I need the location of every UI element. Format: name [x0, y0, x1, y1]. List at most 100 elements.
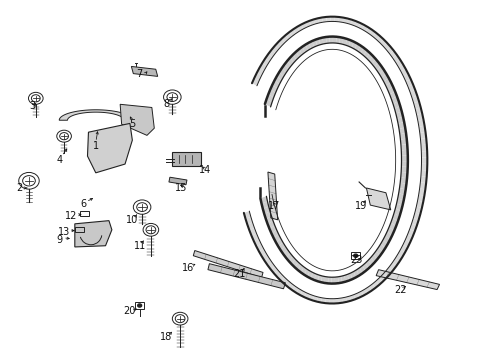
Polygon shape [358, 23, 364, 30]
Polygon shape [337, 276, 341, 283]
Polygon shape [270, 85, 277, 93]
Text: 4: 4 [56, 155, 62, 165]
Polygon shape [396, 198, 403, 206]
Polygon shape [359, 265, 365, 274]
Polygon shape [260, 196, 267, 204]
Polygon shape [313, 18, 318, 24]
Polygon shape [345, 296, 350, 302]
Polygon shape [312, 296, 317, 302]
Polygon shape [390, 218, 397, 226]
Polygon shape [382, 271, 389, 278]
Polygon shape [322, 37, 326, 44]
Polygon shape [354, 21, 359, 27]
Polygon shape [369, 30, 375, 37]
Polygon shape [409, 90, 416, 98]
Polygon shape [400, 69, 407, 77]
Polygon shape [338, 17, 343, 22]
Polygon shape [285, 253, 292, 261]
Text: 3: 3 [29, 101, 35, 111]
Polygon shape [302, 45, 307, 53]
Polygon shape [365, 27, 371, 34]
Polygon shape [304, 269, 309, 277]
Polygon shape [400, 144, 407, 150]
Polygon shape [395, 111, 402, 119]
Polygon shape [417, 194, 424, 202]
Polygon shape [379, 39, 386, 46]
Polygon shape [300, 291, 305, 297]
Polygon shape [346, 18, 351, 24]
Text: 16: 16 [182, 263, 194, 273]
Polygon shape [383, 78, 390, 86]
Polygon shape [322, 17, 326, 22]
Text: 8: 8 [163, 99, 169, 109]
Polygon shape [373, 251, 379, 259]
Polygon shape [407, 229, 414, 237]
Polygon shape [375, 270, 439, 289]
Polygon shape [267, 172, 277, 220]
Text: 21: 21 [233, 269, 245, 279]
Polygon shape [389, 50, 396, 58]
Polygon shape [288, 256, 295, 265]
Polygon shape [399, 133, 406, 140]
Polygon shape [316, 297, 321, 302]
Polygon shape [375, 278, 382, 285]
Polygon shape [264, 258, 271, 266]
Polygon shape [379, 274, 386, 282]
Polygon shape [274, 76, 281, 84]
Polygon shape [334, 277, 338, 284]
Polygon shape [256, 244, 263, 252]
Text: 9: 9 [56, 235, 62, 245]
Text: 22: 22 [393, 284, 406, 294]
Polygon shape [75, 221, 112, 247]
Polygon shape [274, 42, 281, 49]
Polygon shape [273, 234, 280, 242]
FancyBboxPatch shape [172, 152, 200, 166]
Polygon shape [399, 177, 406, 184]
Polygon shape [418, 189, 425, 196]
Polygon shape [325, 37, 329, 43]
Polygon shape [400, 244, 407, 252]
Polygon shape [353, 293, 359, 299]
Polygon shape [321, 298, 325, 303]
Polygon shape [402, 239, 409, 247]
Polygon shape [385, 231, 391, 240]
Polygon shape [315, 39, 320, 46]
Polygon shape [131, 67, 158, 76]
Polygon shape [259, 63, 266, 71]
Polygon shape [349, 295, 354, 301]
Polygon shape [332, 37, 336, 43]
Polygon shape [329, 37, 332, 43]
Polygon shape [251, 233, 258, 241]
Polygon shape [309, 19, 314, 26]
Polygon shape [392, 55, 399, 63]
Bar [350, 252, 359, 259]
Text: 6: 6 [81, 199, 86, 209]
Polygon shape [308, 294, 313, 301]
Polygon shape [324, 276, 328, 283]
Polygon shape [305, 21, 310, 27]
Polygon shape [401, 156, 407, 161]
Polygon shape [379, 69, 386, 78]
Polygon shape [386, 227, 393, 235]
Polygon shape [308, 41, 313, 49]
Polygon shape [394, 203, 402, 211]
Polygon shape [420, 176, 426, 183]
Polygon shape [397, 249, 404, 257]
Polygon shape [299, 47, 304, 55]
Polygon shape [282, 35, 288, 42]
Polygon shape [317, 275, 322, 282]
Polygon shape [419, 183, 425, 189]
Polygon shape [249, 228, 256, 236]
Polygon shape [347, 273, 351, 280]
Polygon shape [383, 42, 389, 50]
Polygon shape [418, 126, 425, 133]
Polygon shape [362, 263, 367, 271]
Polygon shape [391, 96, 398, 104]
Polygon shape [350, 20, 355, 26]
Polygon shape [371, 59, 378, 67]
Text: 14: 14 [199, 165, 211, 175]
Text: 12: 12 [65, 211, 78, 221]
Polygon shape [253, 239, 261, 247]
Polygon shape [354, 43, 360, 51]
Polygon shape [266, 94, 273, 102]
